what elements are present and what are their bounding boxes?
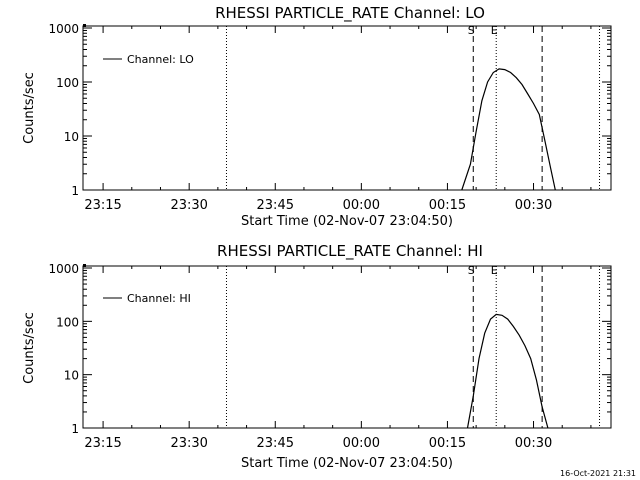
y-tick-label: 1 bbox=[71, 184, 79, 198]
y-tick-label: 10 bbox=[64, 130, 79, 144]
marker-label: S bbox=[468, 24, 475, 37]
corner-marker bbox=[83, 264, 86, 267]
x-tick-label: 00:30 bbox=[515, 198, 552, 213]
x-axis-label: Start Time (02-Nov-07 23:04:50) bbox=[241, 214, 453, 229]
y-tick-label: 1 bbox=[71, 422, 79, 436]
x-tick-label: 23:30 bbox=[170, 198, 207, 213]
x-tick-label: 00:00 bbox=[343, 198, 380, 213]
plot-frame bbox=[82, 265, 612, 429]
series-line bbox=[461, 68, 556, 191]
x-tick-label: 23:30 bbox=[170, 436, 207, 451]
x-tick-label: 00:15 bbox=[429, 198, 466, 213]
x-tick-label: 00:00 bbox=[343, 436, 380, 451]
x-tick-label: 23:45 bbox=[257, 436, 294, 451]
x-axis-label: Start Time (02-Nov-07 23:04:50) bbox=[241, 456, 453, 471]
chart-panel-lo: 1 10 100 1000 23:15 23:30 23:45 00:00 00:15 00:30… bbox=[48, 22, 612, 213]
x-tick-label: 23:15 bbox=[84, 198, 121, 213]
chart-title: RHESSI PARTICLE_RATE Channel: LO bbox=[215, 4, 485, 23]
y-tick-label: 1000 bbox=[48, 22, 79, 36]
marker-label: S bbox=[468, 264, 475, 277]
corner-marker bbox=[83, 24, 86, 27]
x-tick-label: 23:45 bbox=[257, 198, 294, 213]
y-tick-label: 1000 bbox=[48, 262, 79, 276]
x-tick-label: 23:15 bbox=[84, 436, 121, 451]
chart-title: RHESSI PARTICLE_RATE Channel: HI bbox=[217, 242, 483, 261]
series-line bbox=[466, 313, 549, 429]
y-tick-label: 100 bbox=[56, 76, 79, 90]
marker-label: E bbox=[491, 24, 498, 37]
x-tick-label: 00:30 bbox=[515, 436, 552, 451]
legend-label: Channel: HI bbox=[127, 292, 191, 305]
y-tick-label: 10 bbox=[64, 369, 79, 383]
x-tick-label: 00:15 bbox=[429, 436, 466, 451]
y-tick-label: 100 bbox=[56, 315, 79, 329]
plot-frame bbox=[82, 25, 612, 191]
y-axis-label: Counts/sec bbox=[22, 312, 37, 384]
marker-label: E bbox=[491, 264, 498, 277]
timestamp: 16-Oct-2021 21:31 bbox=[560, 469, 636, 478]
legend-label: Channel: LO bbox=[127, 53, 194, 66]
y-axis-label: Counts/sec bbox=[22, 72, 37, 144]
chart-panel-hi: 1 10 100 1000 23:15 23:30 23:45 00:00 00:15 00:30… bbox=[48, 262, 612, 451]
